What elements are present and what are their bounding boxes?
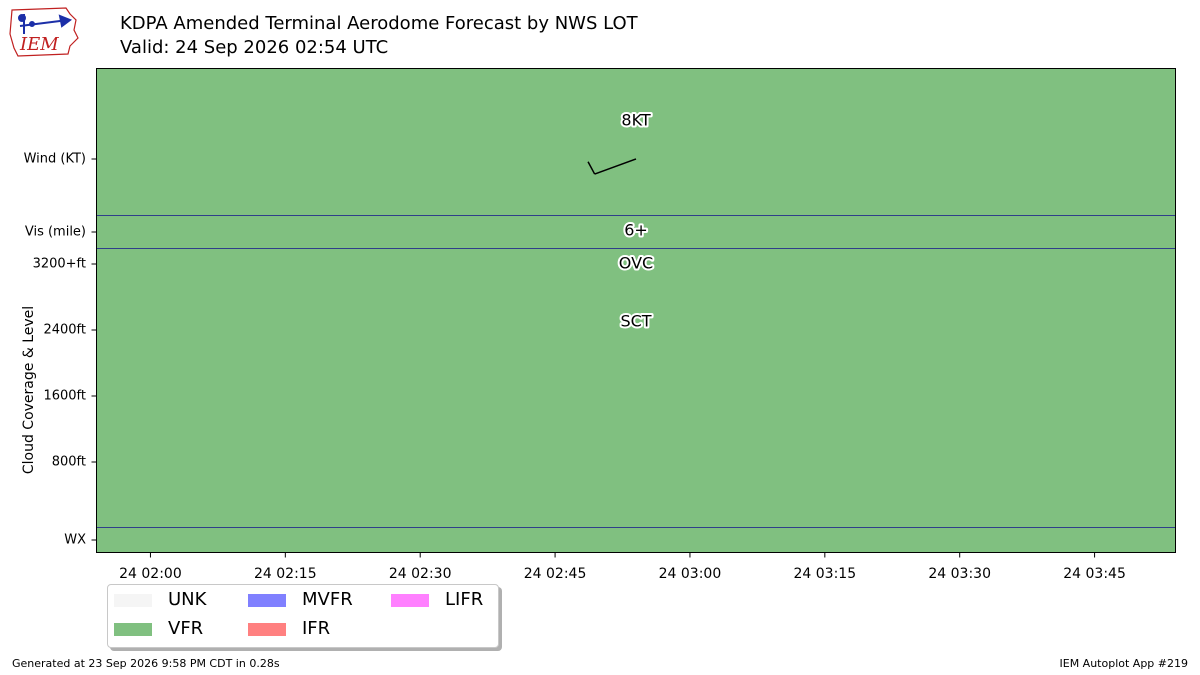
wind-speed-label: 8KT [621,111,650,130]
wind-row-label: Wind (KT) [24,152,86,167]
legend-swatch [248,623,286,636]
legend-label: LIFR [445,589,484,610]
x-tick-label-1: 24 02:15 [254,566,317,582]
wind-barb-flag [587,161,596,175]
plot-frame [96,68,1176,553]
weather-vane-icon [18,14,73,34]
cloud-axis-label: Cloud Coverage & Level [21,306,37,474]
legend-swatch [248,594,286,607]
legend-swatch [391,594,429,607]
legend-label: IFR [302,618,331,639]
iem-logo: IEM [9,7,79,57]
legend-label: MVFR [302,589,353,610]
vfr-background [96,68,1176,553]
x-tick-label-0: 24 02:00 [119,566,182,582]
x-tick-label-4: 24 03:00 [659,566,722,582]
cloud-tick-label-3: 800ft [52,455,86,470]
chart-title-block: KDPA Amended Terminal Aerodome Forecast … [120,12,638,60]
cloud-tick-label-1: 2400ft [43,323,86,338]
visibility-label: 6+ [624,221,648,240]
app-footer: IEM Autoplot App #219 [1059,657,1189,670]
x-tick-label-6: 24 03:30 [928,566,991,582]
vis-row-label: Vis (mile) [25,225,86,240]
cloud-tick-label-0: 3200+ft [33,257,86,272]
cloud-cover-label-1: SCT [620,311,651,330]
wind-barb-staff [594,158,637,175]
cloud-cover-label-0: OVC [619,254,653,273]
logo-text: IEM [19,34,59,55]
wx-row-label: WX [64,533,86,548]
x-tick-label-3: 24 02:45 [524,566,587,582]
legend-label: UNK [168,589,207,610]
chart-title: KDPA Amended Terminal Aerodome Forecast … [120,13,638,34]
legend-swatch [114,594,152,607]
generated-footer: Generated at 23 Sep 2026 9:58 PM CDT in … [12,657,280,670]
cloud-tick-label-2: 1600ft [43,389,86,404]
legend-label: VFR [168,618,204,639]
x-tick-label-5: 24 03:15 [794,566,857,582]
x-tick-label-2: 24 02:30 [389,566,452,582]
legend-swatch [114,623,152,636]
chart-valid-time: Valid: 24 Sep 2026 02:54 UTC [120,37,389,58]
legend: UNK MVFR LIFR VFR IFR [107,584,499,648]
x-tick-label-7: 24 03:45 [1063,566,1126,582]
